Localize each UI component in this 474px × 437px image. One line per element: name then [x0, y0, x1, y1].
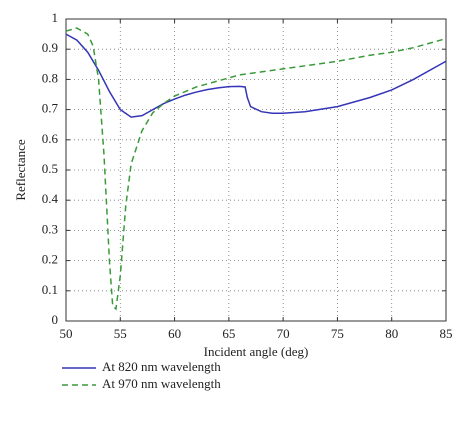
y-tick-label: 0.3 — [42, 221, 58, 236]
y-tick-label: 0.2 — [42, 252, 58, 267]
legend-label: At 820 nm wavelength — [102, 359, 221, 374]
y-tick-label: 0.6 — [42, 131, 59, 146]
y-tick-label: 0.5 — [42, 161, 58, 176]
plot-frame — [65, 18, 447, 322]
series-line — [65, 33, 447, 118]
y-tick-label: 0.9 — [42, 40, 58, 55]
y-axis-label: Reflectance — [13, 139, 28, 201]
x-tick-label: 55 — [114, 326, 127, 341]
y-tick-label: 0.4 — [42, 191, 59, 206]
x-tick-label: 50 — [60, 326, 73, 341]
y-tick-label: 0.1 — [42, 282, 58, 297]
x-tick-label: 85 — [440, 326, 453, 341]
legend-label: At 970 nm wavelength — [102, 376, 221, 391]
x-tick-label: 60 — [168, 326, 181, 341]
y-tick-label: 0.7 — [42, 101, 59, 116]
y-tick-label: 0 — [52, 312, 59, 327]
x-axis-label: Incident angle (deg) — [204, 344, 309, 359]
y-tick-label: 0.8 — [42, 70, 58, 85]
series-line — [65, 27, 447, 311]
x-tick-label: 80 — [385, 326, 398, 341]
x-tick-label: 70 — [277, 326, 290, 341]
x-tick-label: 75 — [331, 326, 344, 341]
y-tick-label: 1 — [52, 10, 59, 25]
x-tick-label: 65 — [222, 326, 235, 341]
